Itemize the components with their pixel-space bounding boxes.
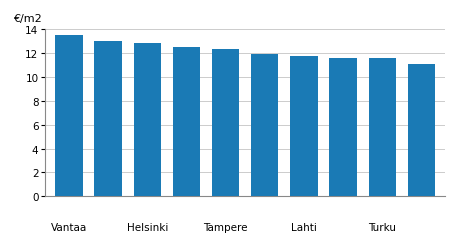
Bar [290,57,318,197]
Bar [94,42,122,197]
Bar [212,50,239,197]
Bar [173,47,200,197]
Bar [369,59,396,197]
Bar [251,55,278,197]
Text: Tampere: Tampere [203,222,248,232]
Text: Lahti: Lahti [291,222,317,232]
Bar [329,58,357,197]
Text: €/m2: €/m2 [14,14,42,24]
Bar [55,36,83,197]
Text: Vantaa: Vantaa [51,222,87,232]
Bar [133,44,161,197]
Text: Helsinki: Helsinki [127,222,168,232]
Text: Turku: Turku [368,222,396,232]
Bar [408,65,435,197]
